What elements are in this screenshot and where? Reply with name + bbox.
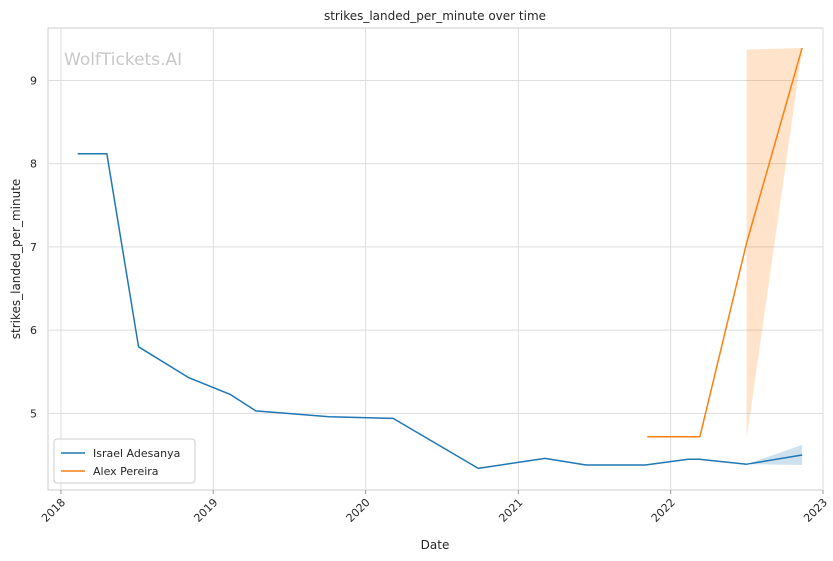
- x-tick-labels: 2018 2019 2020 2021 2022 2023: [39, 496, 830, 525]
- confidence-band-alex-pereira: [746, 47, 803, 439]
- y-tick-label-5: 5: [30, 407, 37, 420]
- y-tick-label-6: 6: [30, 324, 37, 337]
- legend-box: [53, 438, 196, 484]
- series-lines: [77, 47, 803, 470]
- plot-area: [47, 27, 824, 491]
- y-tick-label-7: 7: [30, 241, 37, 254]
- y-tick-label-9: 9: [30, 74, 37, 87]
- y-tick-labels: 5 6 7 8 9: [30, 74, 37, 420]
- legend-label-israel-adesanya: Israel Adesanya: [93, 447, 180, 460]
- series-line-israel-adesanya: [77, 152, 803, 470]
- y-axis-label: strikes_landed_per_minute: [9, 179, 23, 340]
- confidence-band-israel-adesanya: [746, 445, 803, 466]
- x-axis-label: Date: [421, 538, 450, 552]
- x-tick-label-2022: 2022: [649, 496, 678, 525]
- grid: [48, 28, 824, 494]
- x-tick-label-2021: 2021: [496, 496, 525, 525]
- x-tick-label-2019: 2019: [191, 496, 220, 525]
- x-tick-label-2018: 2018: [39, 496, 68, 525]
- legend: Israel Adesanya Alex Pereira: [53, 438, 196, 484]
- chart-title: strikes_landed_per_minute over time: [324, 9, 546, 23]
- watermark: WolfTickets.AI: [64, 50, 182, 70]
- y-tick-label-8: 8: [30, 158, 37, 171]
- confidence-bands: [746, 47, 803, 466]
- legend-label-alex-pereira: Alex Pereira: [93, 465, 159, 478]
- x-tick-label-2023: 2023: [801, 496, 830, 525]
- x-tick-label-2020: 2020: [344, 496, 373, 525]
- series-line-alex-pereira: [647, 47, 803, 438]
